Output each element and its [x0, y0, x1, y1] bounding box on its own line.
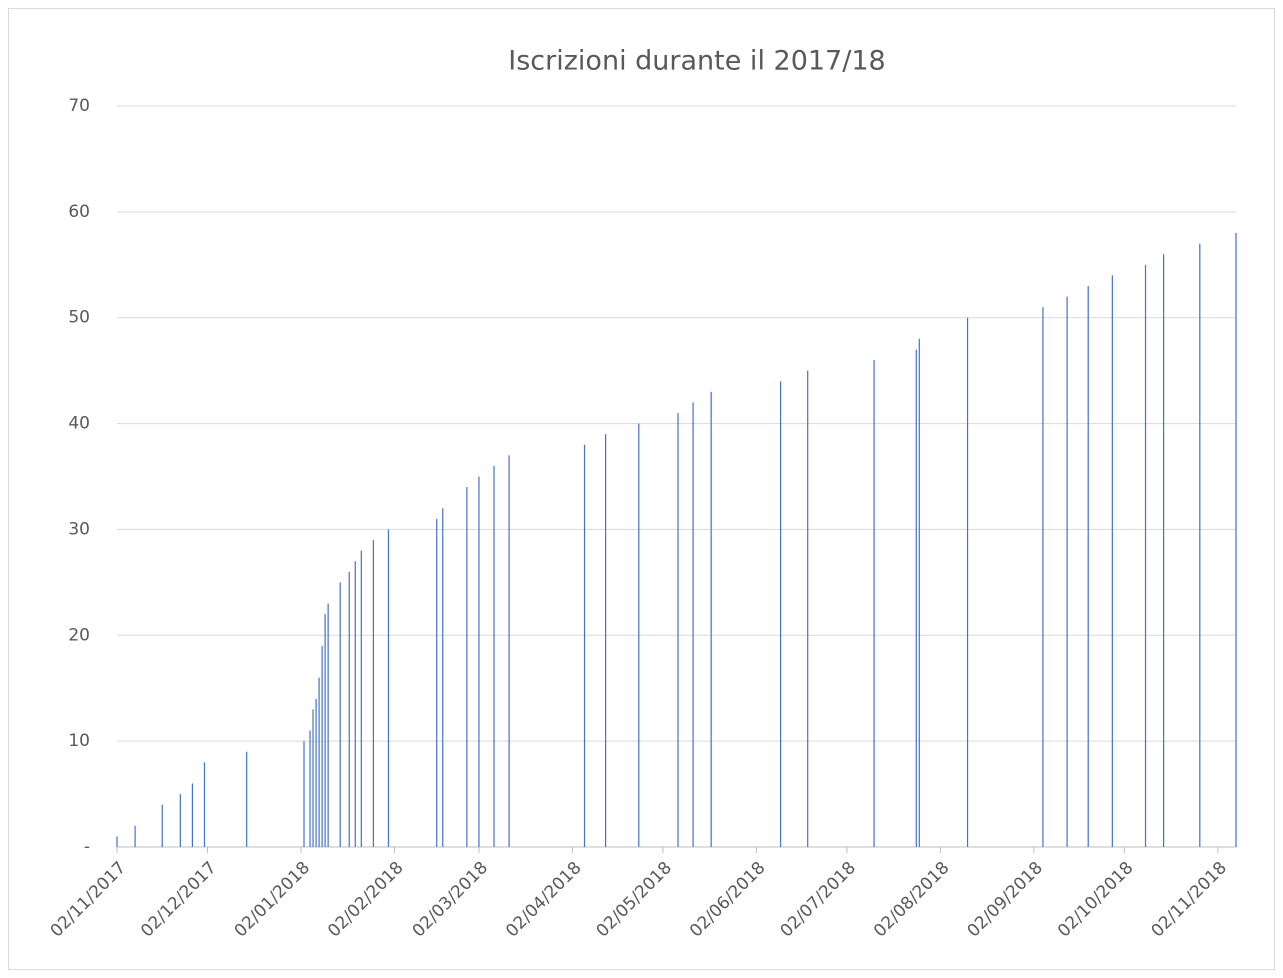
- bar: [1111, 275, 1113, 847]
- bar: [309, 730, 311, 847]
- bar: [246, 751, 248, 847]
- bar: [203, 762, 206, 847]
- bar: [318, 677, 320, 847]
- bar: [348, 571, 350, 847]
- bar: [324, 614, 326, 847]
- bar: [638, 423, 640, 847]
- bar: [873, 360, 875, 847]
- bar: [387, 529, 390, 847]
- bar: [315, 698, 317, 847]
- bar: [508, 455, 510, 847]
- bar: [1163, 254, 1165, 847]
- bar: [303, 741, 305, 847]
- bar: [1066, 296, 1068, 847]
- bar: [116, 836, 118, 847]
- bar: [339, 582, 341, 847]
- bar: [466, 487, 468, 847]
- y-tick-label: 20: [68, 625, 90, 645]
- bar: [807, 370, 809, 847]
- bar: [134, 825, 136, 847]
- bar: [360, 550, 362, 847]
- y-tick-label: 60: [68, 202, 90, 222]
- bar: [493, 465, 495, 847]
- bar: [583, 444, 586, 847]
- bar: [191, 783, 194, 847]
- bar: [1087, 285, 1089, 847]
- bar: [918, 338, 920, 847]
- y-tick-label: 70: [68, 96, 90, 116]
- bar: [1042, 307, 1044, 848]
- bar: [436, 518, 438, 847]
- y-tick-label: 30: [68, 519, 90, 539]
- bar: [161, 804, 163, 847]
- bar: [779, 381, 782, 847]
- y-tick-label: 10: [68, 731, 90, 751]
- bar: [710, 391, 712, 847]
- bar: [915, 349, 917, 847]
- bar: [692, 402, 694, 847]
- bar: [677, 412, 679, 847]
- bar: [605, 434, 607, 847]
- bar: [354, 561, 356, 847]
- bar: [327, 603, 329, 847]
- bar: [312, 709, 314, 847]
- y-tick-label: 40: [68, 414, 90, 434]
- bar: [372, 540, 374, 847]
- bar: [478, 476, 480, 847]
- bar: [179, 794, 181, 847]
- y-tick-label: -: [84, 837, 90, 857]
- bar: [442, 508, 444, 847]
- bar: [966, 317, 969, 847]
- bar: [1235, 233, 1237, 847]
- bar: [321, 645, 323, 847]
- bar: [1199, 243, 1201, 848]
- chart-frame: [8, 8, 1275, 970]
- y-tick-label: 50: [68, 308, 90, 328]
- chart-title: Iscrizioni durante il 2017/18: [508, 46, 885, 77]
- bar: [1144, 264, 1147, 847]
